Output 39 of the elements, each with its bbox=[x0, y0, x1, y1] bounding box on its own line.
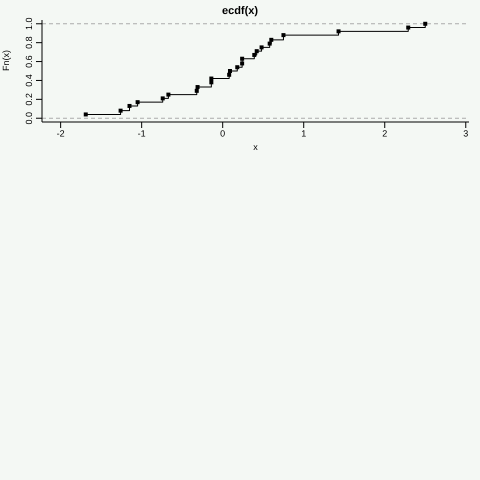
y-tick-label: 0.0 bbox=[24, 112, 34, 124]
x-tick-label: 1 bbox=[301, 128, 306, 138]
point bbox=[166, 92, 170, 97]
y-tick-label: 0.2 bbox=[24, 93, 34, 106]
point bbox=[228, 69, 232, 73]
chart-title: ecdf(x) bbox=[222, 5, 258, 17]
x-tick-label: -2 bbox=[56, 128, 65, 138]
point bbox=[336, 29, 341, 34]
point bbox=[196, 85, 200, 90]
point bbox=[235, 65, 240, 70]
point bbox=[252, 52, 256, 57]
point bbox=[240, 61, 244, 66]
point bbox=[281, 33, 286, 38]
y-tick-label: 0.4 bbox=[24, 74, 34, 87]
point bbox=[240, 56, 244, 61]
point bbox=[118, 108, 123, 113]
point bbox=[423, 22, 428, 26]
point bbox=[406, 26, 410, 30]
point bbox=[254, 49, 259, 54]
point bbox=[227, 72, 232, 77]
x-axis-title: x bbox=[253, 142, 258, 152]
y-tick-label: 0.8 bbox=[24, 36, 34, 49]
point bbox=[269, 38, 274, 42]
x-tick-label: 0 bbox=[220, 128, 226, 138]
point bbox=[160, 96, 165, 100]
point bbox=[84, 112, 88, 116]
point bbox=[209, 80, 214, 84]
point bbox=[260, 45, 264, 50]
point bbox=[209, 76, 214, 81]
point bbox=[268, 42, 272, 46]
x-tick-label: -1 bbox=[138, 128, 146, 138]
y-axis-title: Fn(x) bbox=[1, 50, 12, 71]
x-tick-label: 3 bbox=[463, 128, 468, 138]
y-tick-label: 1.0 bbox=[24, 18, 34, 30]
y-tick-label: 0.6 bbox=[24, 55, 34, 68]
point bbox=[128, 104, 132, 108]
point bbox=[194, 88, 199, 93]
x-tick-label: 2 bbox=[382, 128, 388, 138]
point bbox=[136, 100, 140, 104]
